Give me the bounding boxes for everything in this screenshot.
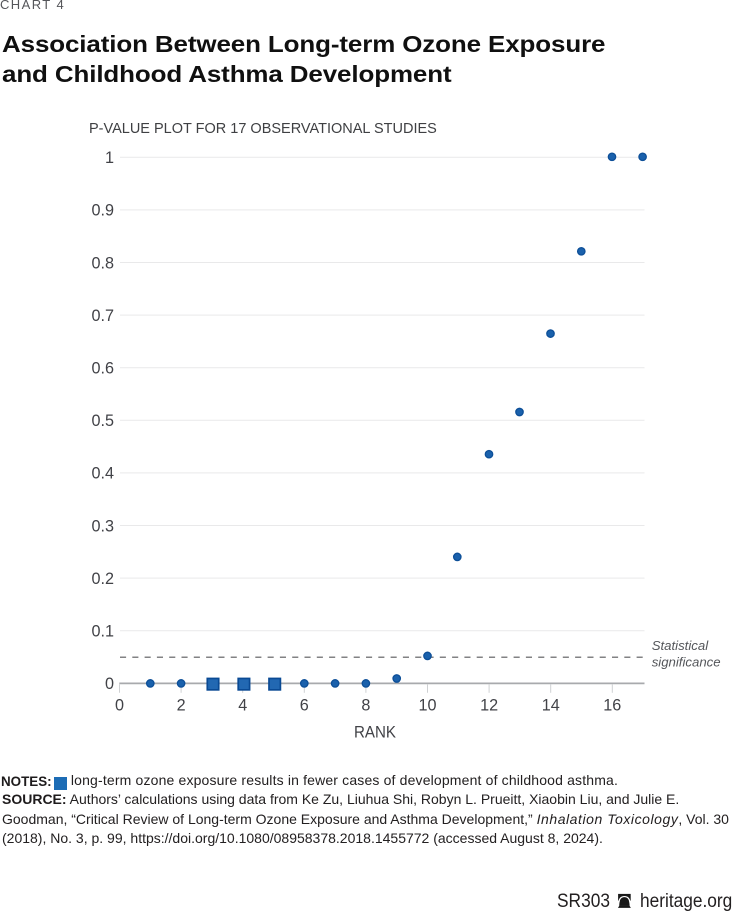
svg-text:0.2: 0.2 bbox=[91, 570, 114, 588]
svg-text:Statistical: Statistical bbox=[652, 638, 710, 653]
svg-text:0.4: 0.4 bbox=[91, 465, 114, 483]
svg-text:2: 2 bbox=[177, 696, 186, 714]
svg-text:0: 0 bbox=[115, 696, 124, 714]
svg-text:0.8: 0.8 bbox=[91, 254, 114, 272]
svg-text:14: 14 bbox=[542, 696, 560, 714]
svg-text:16: 16 bbox=[603, 696, 621, 714]
svg-text:10: 10 bbox=[418, 696, 436, 714]
svg-text:4: 4 bbox=[238, 696, 247, 714]
svg-text:0.9: 0.9 bbox=[91, 202, 114, 220]
svg-text:0.5: 0.5 bbox=[91, 412, 114, 430]
svg-text:1: 1 bbox=[105, 149, 114, 167]
svg-text:RANK: RANK bbox=[354, 722, 397, 741]
svg-text:8: 8 bbox=[361, 696, 370, 714]
svg-text:significance: significance bbox=[652, 655, 721, 670]
svg-text:0.3: 0.3 bbox=[91, 517, 114, 535]
svg-text:0.6: 0.6 bbox=[91, 360, 114, 378]
svg-text:0.7: 0.7 bbox=[91, 307, 114, 325]
svg-text:0.1: 0.1 bbox=[91, 623, 114, 641]
svg-text:0: 0 bbox=[105, 675, 114, 693]
svg-text:6: 6 bbox=[300, 696, 309, 714]
svg-text:12: 12 bbox=[480, 696, 498, 714]
